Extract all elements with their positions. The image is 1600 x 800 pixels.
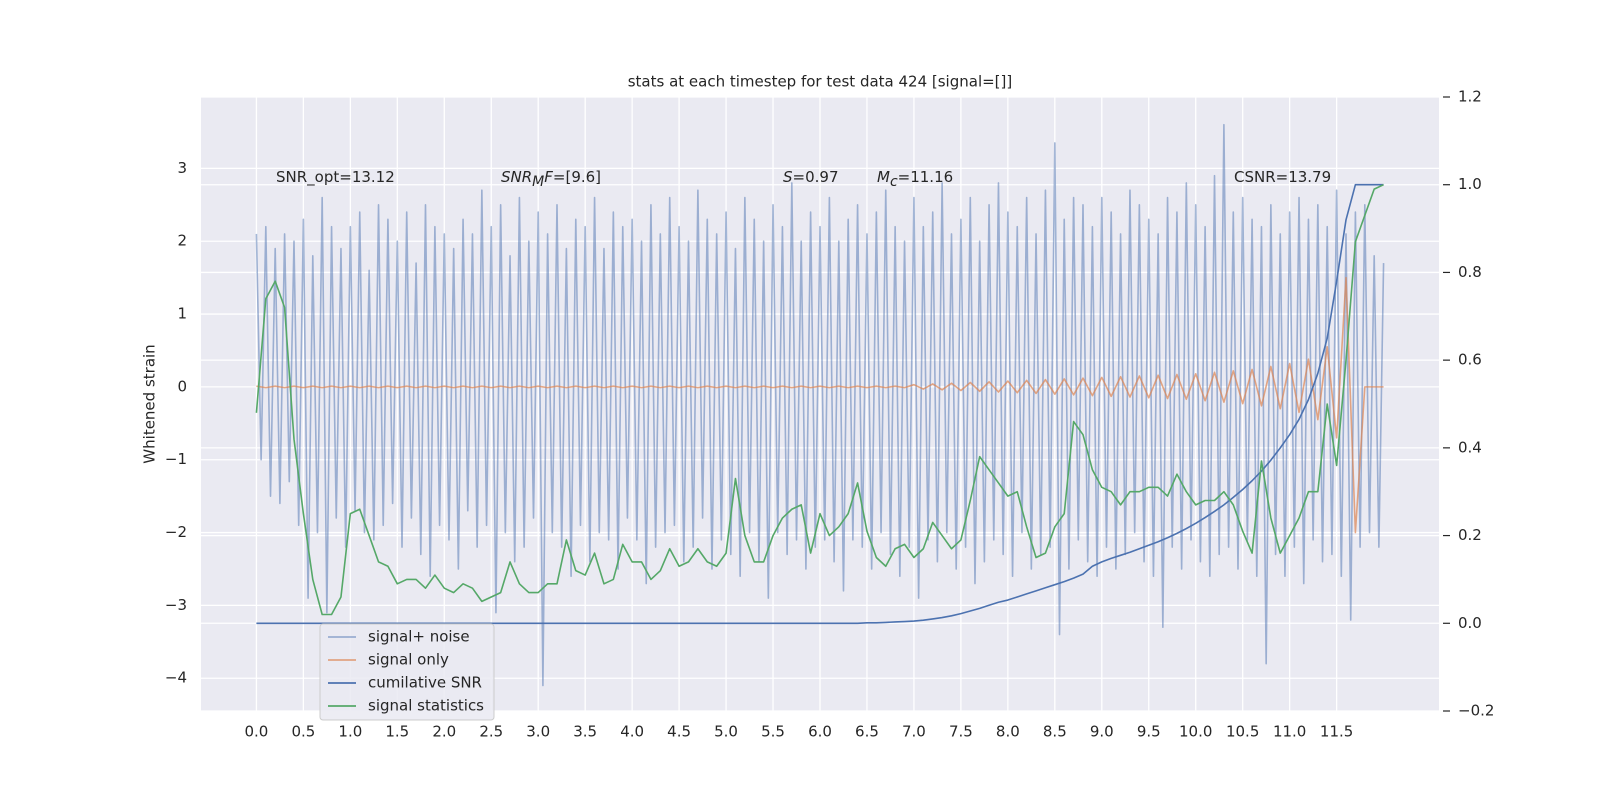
x-tick-label: 4.5 — [667, 723, 691, 741]
x-tick-label: 10.0 — [1179, 723, 1212, 741]
x-tick-label: 0.0 — [244, 723, 268, 741]
y-tick-label: −1 — [165, 450, 187, 468]
x-tick-label: 11.5 — [1320, 723, 1353, 741]
x-tick-label: 0.5 — [291, 723, 315, 741]
y2-tick-label: 1.0 — [1458, 175, 1482, 193]
legend-box — [319, 623, 495, 721]
annotation: Mc=11.16 — [877, 168, 953, 191]
series-line — [256, 276, 1384, 534]
x-tick-label: 6.5 — [855, 723, 879, 741]
y-tick-label: −3 — [165, 596, 187, 614]
x-tick-label: 8.0 — [996, 723, 1020, 741]
annotation-part: S — [783, 168, 793, 186]
x-tick-label: 7.0 — [902, 723, 926, 741]
annotation-part: M — [877, 168, 890, 186]
y2-tick-label: 0.0 — [1458, 614, 1482, 632]
annotation-part: F — [544, 168, 553, 186]
y2-tick-label: −0.2 — [1458, 702, 1494, 720]
annotation-part: c — [890, 174, 898, 190]
series-line — [255, 123, 1385, 687]
annotation: SNR_opt=13.12 — [276, 168, 395, 187]
y2-tick-label: 0.4 — [1458, 438, 1482, 456]
y-tick-label: 0 — [177, 377, 187, 395]
x-tick-label: 9.5 — [1137, 723, 1161, 741]
legend-label: signal only — [368, 651, 449, 669]
legend-label: cumilative SNR — [368, 674, 482, 692]
annotation: S=0.97 — [783, 168, 839, 186]
x-tick-label: 3.0 — [526, 723, 550, 741]
chart-title: stats at each timestep for test data 424… — [628, 73, 1013, 91]
annotation-part: SNR_opt=13.12 — [276, 168, 395, 187]
x-tick-label: 5.5 — [761, 723, 785, 741]
annotation-part: M — [532, 174, 544, 190]
y-tick-label: −4 — [165, 669, 187, 687]
annotation-part: SNR — [501, 168, 532, 186]
annotation-part: CSNR=13.79 — [1234, 168, 1331, 186]
y-tick-label: −2 — [165, 523, 187, 541]
legend-label: signal statistics — [368, 697, 484, 715]
x-tick-label: 1.0 — [338, 723, 362, 741]
x-tick-label: 1.5 — [385, 723, 409, 741]
x-tick-label: 2.0 — [432, 723, 456, 741]
series-line — [256, 183, 1384, 625]
annotation-part: =[9.6] — [553, 168, 601, 186]
legend: signal+ noise signal only cumilative SNR si… — [319, 623, 495, 721]
x-tick-label: 2.5 — [479, 723, 503, 741]
annotation-part: =11.16 — [898, 168, 954, 186]
legend-label: signal+ noise — [368, 628, 470, 646]
x-tick-label: 8.5 — [1043, 723, 1067, 741]
x-tick-label: 11.0 — [1273, 723, 1306, 741]
annotation: SNRMF=[9.6] — [501, 168, 601, 191]
annotation: CSNR=13.79 — [1234, 168, 1331, 186]
x-tick-label: 10.5 — [1226, 723, 1259, 741]
y-tick-label: 2 — [177, 232, 187, 250]
x-tick-label: 3.5 — [573, 723, 597, 741]
series-line — [255, 183, 1384, 616]
y2-tick-label: 0.6 — [1458, 351, 1482, 369]
x-tick-label: 6.0 — [808, 723, 832, 741]
annotation-part: =0.97 — [793, 168, 839, 186]
y-tick-label: 3 — [177, 159, 187, 177]
x-tick-label: 7.5 — [949, 723, 973, 741]
x-tick-label: 4.0 — [620, 723, 644, 741]
y2-tick-label: 1.2 — [1458, 88, 1482, 106]
y-tick-label: 1 — [177, 305, 187, 323]
y-axis-label: Whitened strain — [141, 344, 159, 463]
y2-tick-label: 0.8 — [1458, 263, 1482, 281]
x-tick-label: 9.0 — [1090, 723, 1114, 741]
y2-tick-label: 0.2 — [1458, 526, 1482, 544]
x-tick-label: 5.0 — [714, 723, 738, 741]
